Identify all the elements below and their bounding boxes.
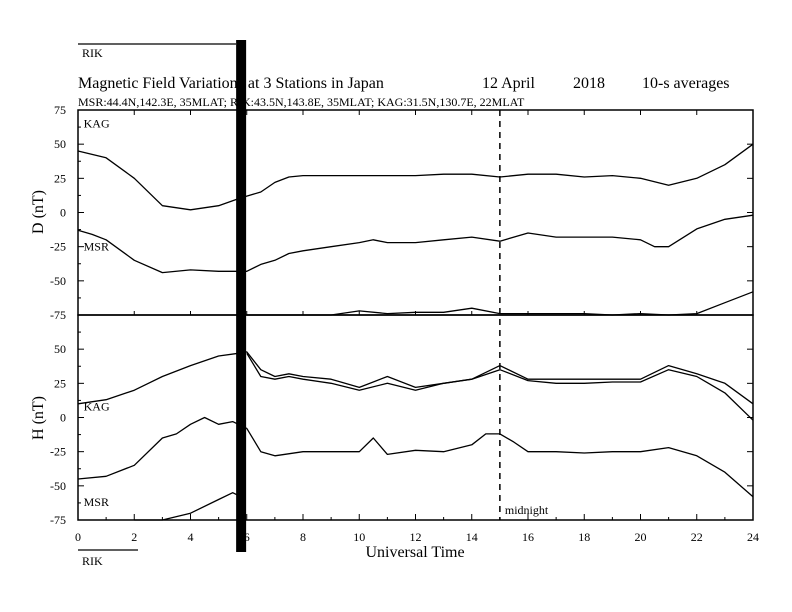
x-tick-label: 10 (353, 530, 365, 544)
x-tick-label: 18 (578, 530, 590, 544)
x-tick-label: 2 (131, 530, 137, 544)
series-line-rik (134, 492, 239, 521)
y-tick-label: 25 (54, 171, 66, 185)
x-tick-label: 22 (691, 530, 703, 544)
chart-date: 12 April (482, 75, 535, 92)
y-tick-label: 75 (54, 103, 66, 117)
y-tick-label: -25 (50, 445, 66, 459)
station-label: KAG (84, 400, 110, 414)
x-tick-label: 16 (522, 530, 534, 544)
panel-d-ylabel: D (nT) (30, 190, 47, 234)
panel-h-frame (77, 314, 754, 521)
panel-d-frame (77, 109, 754, 316)
x-tick-label: 14 (466, 530, 478, 544)
chart-title: Magnetic Field Variations at 3 Stations … (78, 75, 384, 92)
series-line-kag (77, 143, 754, 211)
x-axis-title: Universal Time (365, 544, 464, 561)
y-tick-label: 50 (54, 342, 66, 356)
y-tick-label: 50 (54, 137, 66, 151)
x-tick-label: 6 (244, 530, 250, 544)
overlay-layer: KAG MSR KAG MSR midnight (84, 40, 549, 552)
station-label: MSR (84, 240, 109, 254)
x-tick-label: 20 (635, 530, 647, 544)
rik-bottom-label: RIK (82, 554, 103, 568)
x-tick-label: 12 (410, 530, 422, 544)
series-line-msr (77, 416, 754, 498)
y-tick-label: -75 (50, 513, 66, 527)
y-tick-label: 0 (60, 206, 66, 220)
chart-averaging: 10-s averages (642, 75, 730, 92)
x-tick-label: 24 (747, 530, 759, 544)
y-tick-label: 25 (54, 376, 66, 390)
rik-top-label: RIK (82, 46, 103, 60)
y-tick-label: -50 (50, 479, 66, 493)
x-tick-label: 8 (300, 530, 306, 544)
station-label: KAG (84, 117, 110, 131)
series-layer (77, 143, 754, 521)
x-tick-label: 0 (75, 530, 81, 544)
stations-info: MSR:44.4N,142.3E, 35MLAT; RIK:43.5N,143.… (78, 95, 525, 109)
series-line-kag (77, 351, 754, 421)
series-line-msr (77, 214, 754, 274)
y-tick-label: -75 (50, 308, 66, 322)
station-label: MSR (84, 495, 109, 509)
y-tick-label: -25 (50, 240, 66, 254)
chart-year: 2018 (573, 75, 605, 92)
y-tick-label: 0 (60, 411, 66, 425)
ticks-layer: 0 2 4 6 8 10 12 14 16 18 20 22 247550250-25-50-75502… (50, 103, 759, 544)
panel-h-ylabel: H (nT) (30, 396, 47, 440)
data-gap-bar (236, 40, 247, 552)
midnight-label: midnight (505, 503, 549, 517)
x-tick-label: 4 (188, 530, 194, 544)
y-tick-label: -50 (50, 274, 66, 288)
series-line-rik (246, 352, 754, 405)
